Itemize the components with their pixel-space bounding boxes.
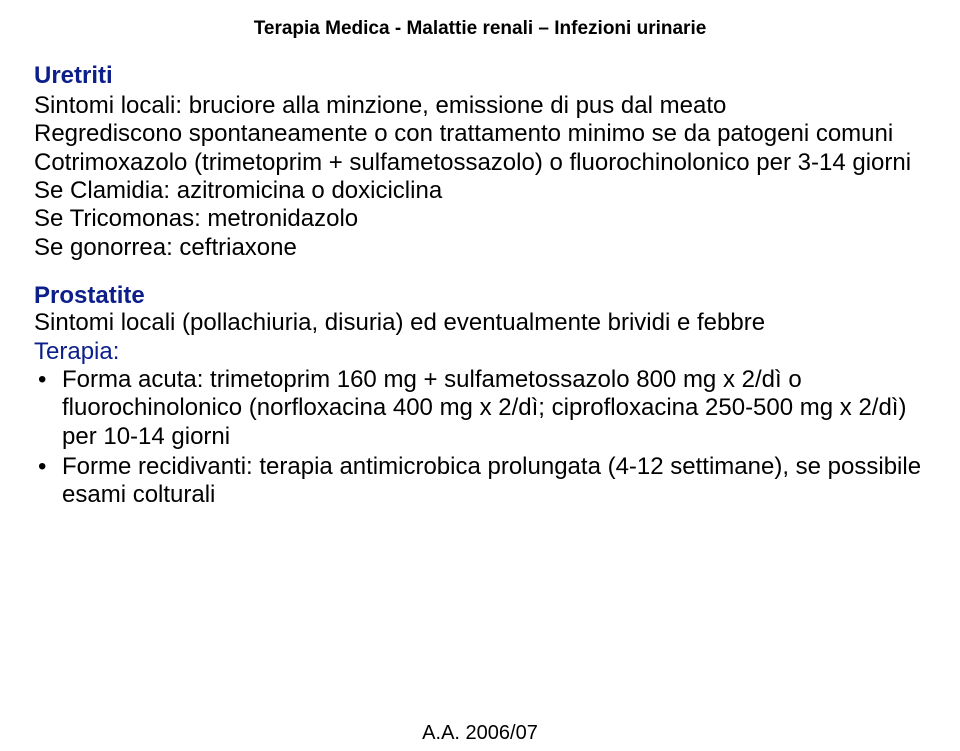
footer-text: A.A. 2006/07 bbox=[0, 722, 960, 745]
uretriti-line-1: Sintomi locali: bruciore alla minzione, … bbox=[34, 92, 926, 120]
therapy-label: Terapia: bbox=[34, 338, 926, 366]
prostatite-line-1: Sintomi locali (pollachiuria, disuria) e… bbox=[34, 309, 926, 337]
slide-page: Terapia Medica - Malattie renali – Infez… bbox=[0, 0, 960, 751]
section-spacer bbox=[34, 262, 926, 282]
therapy-bullet-2: Forme recidivanti: terapia antimicrobica… bbox=[34, 453, 926, 510]
uretriti-line-2: Regrediscono spontaneamente o con tratta… bbox=[34, 120, 926, 148]
section-prostatite-title: Prostatite bbox=[34, 282, 926, 310]
page-header-title: Terapia Medica - Malattie renali – Infez… bbox=[34, 18, 926, 40]
uretriti-line-4: Se Clamidia: azitromicina o doxiciclina bbox=[34, 177, 926, 205]
uretriti-line-3: Cotrimoxazolo (trimetoprim + sulfametoss… bbox=[34, 149, 926, 177]
uretriti-line-6: Se gonorrea: ceftriaxone bbox=[34, 234, 926, 262]
therapy-bullet-list: Forma acuta: trimetoprim 160 mg + sulfam… bbox=[34, 366, 926, 510]
section-uretriti-title: Uretriti bbox=[34, 62, 926, 90]
uretriti-line-5: Se Tricomonas: metronidazolo bbox=[34, 205, 926, 233]
therapy-bullet-1: Forma acuta: trimetoprim 160 mg + sulfam… bbox=[34, 366, 926, 451]
